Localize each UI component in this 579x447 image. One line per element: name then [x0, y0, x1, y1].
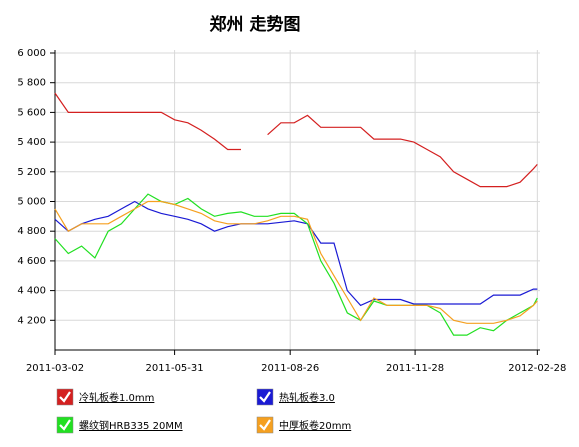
x-tick-label: 2011-05-31 — [146, 363, 204, 374]
legend-label[interactable]: 螺纹钢HRB335 20MM — [79, 419, 183, 432]
legend-checkbox[interactable] — [256, 416, 274, 434]
y-tick-label: 4 400 — [17, 286, 46, 297]
legend-item[interactable]: 冷轧板卷1.0mm — [56, 388, 154, 406]
x-tick-label: 2011-08-26 — [261, 363, 319, 374]
checkmark — [59, 419, 71, 431]
legend-checkbox[interactable] — [256, 388, 274, 406]
series-line — [54, 193, 538, 336]
plot-area — [55, 50, 540, 350]
checkmark — [259, 419, 271, 431]
series-line — [54, 200, 538, 307]
legend-checkbox[interactable] — [56, 388, 74, 406]
y-tick-label: 4 600 — [17, 256, 46, 267]
legend-item[interactable]: 螺纹钢HRB335 20MM — [56, 416, 183, 434]
series-line — [54, 200, 538, 324]
y-tick-label: 6 000 — [17, 48, 46, 59]
legend-label[interactable]: 热轧板卷3.0 — [279, 391, 335, 404]
checkmark — [59, 391, 71, 403]
legend-label[interactable]: 冷轧板卷1.0mm — [79, 391, 154, 404]
y-tick-label: 4 800 — [17, 226, 46, 237]
y-tick-label: 5 600 — [17, 107, 46, 118]
y-tick-label: 5 000 — [17, 197, 46, 208]
x-tick-label: 2011-03-02 — [26, 363, 84, 374]
y-tick-label: 5 800 — [17, 78, 46, 89]
legend-checkbox[interactable] — [56, 416, 74, 434]
legend-label[interactable]: 中厚板卷20mm — [279, 419, 351, 432]
x-tick-label: 2012-02-28 — [508, 363, 566, 374]
legend-item[interactable]: 热轧板卷3.0 — [256, 388, 335, 406]
legend-item[interactable]: 中厚板卷20mm — [256, 416, 351, 434]
checkmark — [259, 391, 271, 403]
chart-title: 郑州 走势图 — [210, 14, 301, 35]
y-tick-label: 5 200 — [17, 167, 46, 178]
series-line — [54, 92, 538, 188]
y-tick-label: 5 400 — [17, 137, 46, 148]
x-tick-label: 2011-11-28 — [386, 363, 444, 374]
y-tick-label: 4 200 — [17, 315, 46, 326]
